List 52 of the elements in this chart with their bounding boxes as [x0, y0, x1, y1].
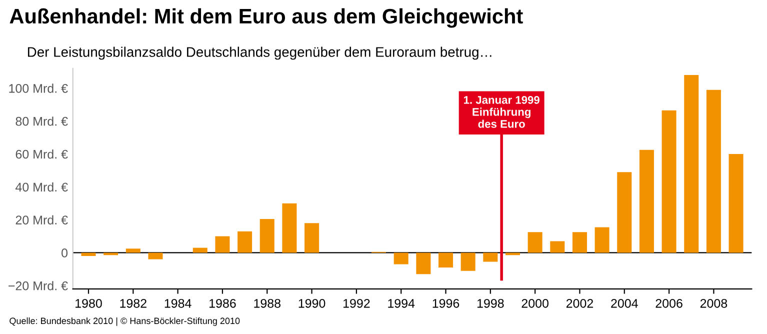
chart-title: Außenhandel: Mit dem Euro aus dem Gleichgewicht: [10, 8, 523, 28]
y-tick-label: 60 Mrd. €: [16, 149, 68, 159]
bar: [304, 223, 320, 253]
bar: [126, 248, 140, 253]
bar: [438, 252, 454, 268]
bar: [505, 252, 520, 256]
bar: [483, 252, 498, 262]
x-tick-label: 1998: [477, 298, 504, 308]
x-tick-label: 1982: [120, 298, 146, 308]
bar: [81, 252, 96, 256]
bar: [728, 154, 744, 253]
bar: [104, 252, 118, 256]
bar: [572, 232, 587, 253]
x-tick-label: 1984: [164, 298, 192, 308]
x-tick-label: 1990: [298, 298, 326, 308]
bar: [684, 75, 699, 253]
x-tick-label: 1994: [388, 298, 415, 308]
x-tick-label: 1992: [343, 298, 370, 308]
bar: [617, 172, 632, 253]
chart-subtitle: Der Leistungsbilanzsaldo Deutschlands gegenüber dem Euroraum betrug…: [28, 46, 492, 60]
y-tick-label: 0: [62, 248, 68, 258]
x-tick-label: 2006: [656, 298, 682, 308]
x-tick-label: 1980: [76, 298, 102, 308]
ref-line-label: 1. Januar 1999 Einführung des Euro: [464, 96, 540, 128]
bar: [460, 252, 476, 271]
bar: [238, 231, 252, 253]
bar: [639, 150, 654, 253]
bar: [394, 252, 408, 264]
x-tick-label: 2002: [566, 298, 594, 308]
x-tick-label: 2008: [700, 298, 728, 308]
x-tick-label: 1996: [432, 298, 460, 308]
bar: [662, 110, 676, 253]
bar: [192, 248, 208, 253]
x-tick-label: 1988: [254, 298, 280, 308]
bar: [706, 90, 721, 253]
bar: [528, 232, 542, 253]
bar: [550, 241, 565, 253]
y-tick-label: 100 Mrd. €: [9, 84, 68, 93]
x-tick-label: 2004: [611, 298, 638, 308]
x-tick-label: 2000: [522, 298, 548, 308]
y-tick-label: 80 Mrd. €: [16, 116, 68, 126]
bar: [215, 236, 230, 253]
bar: [148, 252, 163, 260]
bar: [594, 227, 610, 253]
source-note: Quelle: Bundesbank 2010 | © Hans-Böckler-Stiftung 2010: [10, 317, 240, 326]
y-tick-label: 20 Mrd. €: [16, 215, 68, 224]
bar: [282, 203, 297, 253]
bar: [260, 218, 274, 253]
x-tick-label: 1986: [210, 298, 236, 308]
y-tick-label: −20 Mrd. €: [8, 281, 68, 290]
bar: [416, 252, 431, 274]
y-tick-label: 40 Mrd. €: [15, 182, 68, 192]
